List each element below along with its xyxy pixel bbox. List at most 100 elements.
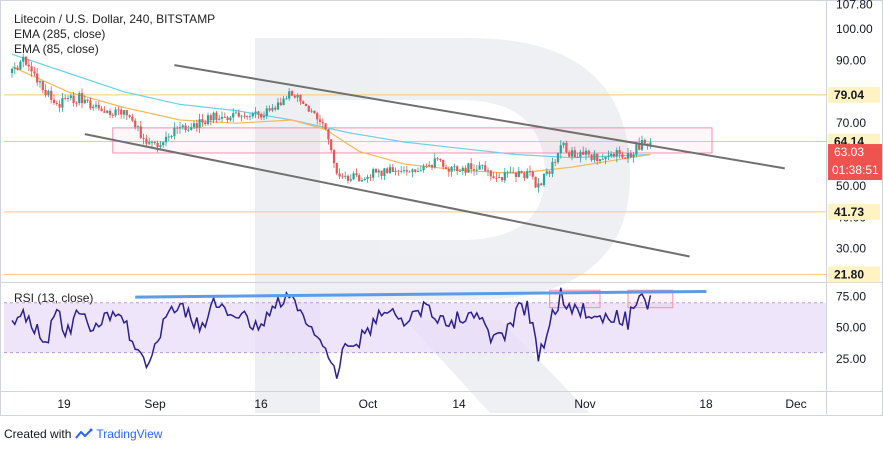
price-axis-tick-label: 30.00 <box>836 242 866 256</box>
candle-body <box>433 158 436 168</box>
rsi-trend-line <box>135 289 707 299</box>
candle-body <box>302 101 305 104</box>
candle-body <box>576 157 579 159</box>
candle-body <box>97 104 100 109</box>
candle-body <box>562 142 565 146</box>
candle-body <box>24 56 28 65</box>
candle-body <box>251 113 254 117</box>
candle-body <box>195 123 198 128</box>
candle-body <box>596 153 599 162</box>
candle-body <box>293 95 296 98</box>
candle-body <box>80 93 84 104</box>
candle-body <box>391 167 394 172</box>
candle-body <box>369 176 372 178</box>
candle-body <box>604 156 607 160</box>
candle-body <box>447 168 450 172</box>
candle-body <box>262 115 266 118</box>
candle-body <box>153 142 156 143</box>
candle-body <box>218 118 221 120</box>
candle-body <box>111 114 114 116</box>
time-axis-tick-label: Dec <box>785 397 806 411</box>
rsi-axis-tick-label: 25.00 <box>836 352 866 366</box>
candle-body <box>332 150 336 164</box>
candle-body <box>475 169 478 171</box>
candle-body <box>204 122 207 125</box>
candle-body <box>551 161 554 174</box>
candle-body <box>274 107 277 110</box>
watermark-bowl <box>320 38 630 300</box>
level-label-bg <box>828 86 880 103</box>
candle-body <box>481 165 484 166</box>
candle-body <box>136 126 140 128</box>
candle-body <box>148 142 151 144</box>
candle-body <box>416 171 420 172</box>
candle-body <box>192 123 196 128</box>
candle-body <box>531 171 534 177</box>
ema-long-legend: EMA (285, close) <box>14 27 106 41</box>
tradingview-logo-icon <box>75 428 93 439</box>
candle-body <box>352 173 355 180</box>
candle-body <box>624 157 627 159</box>
candle-body <box>220 116 224 119</box>
candle-body <box>75 102 78 104</box>
candle-body <box>467 163 470 173</box>
candle-body <box>366 176 369 180</box>
candle-body <box>436 158 439 160</box>
candle-body <box>120 109 123 115</box>
candle-body <box>632 154 635 158</box>
level-label: 21.80 <box>834 267 864 281</box>
time-axis-tick-label: Oct <box>359 397 378 411</box>
candle-body <box>313 110 316 114</box>
candle-body <box>453 166 456 168</box>
candle-body <box>598 159 602 162</box>
candle-body <box>108 110 112 115</box>
candle-body <box>649 142 652 145</box>
rsi-line <box>11 287 652 379</box>
candle-body <box>276 102 280 110</box>
candle-body <box>646 143 649 145</box>
candle-body <box>512 171 515 173</box>
candle-body <box>285 98 288 100</box>
tradingview-link[interactable]: TradingView <box>75 427 162 441</box>
candle-body <box>114 109 117 116</box>
candle-body <box>50 90 53 100</box>
candle-body <box>184 125 187 131</box>
candle-body <box>27 64 30 67</box>
candle-body <box>89 100 92 109</box>
candle-body <box>327 129 330 140</box>
candle-body <box>517 170 520 177</box>
candle-body <box>383 168 386 176</box>
price-axis-tick-label: 70.00 <box>836 116 866 130</box>
candle-body <box>629 153 632 158</box>
candle-body <box>181 125 184 128</box>
candle-body <box>36 73 39 83</box>
candle-body <box>38 81 42 83</box>
candle-body <box>316 113 319 120</box>
candle-body <box>528 170 532 172</box>
candle-body <box>419 170 422 172</box>
candle-body <box>232 113 235 118</box>
candle-body <box>486 170 490 172</box>
candle-body <box>559 145 562 154</box>
candle-body <box>288 91 291 99</box>
candle-body <box>584 150 588 155</box>
watermark-stem <box>255 38 320 413</box>
candle-body <box>321 121 324 124</box>
candle-body <box>134 120 137 128</box>
candle-body <box>304 103 308 107</box>
candle-body <box>355 173 358 176</box>
candle-body <box>201 119 204 123</box>
candle-body <box>526 170 529 179</box>
candle-body <box>30 66 33 72</box>
candle-body <box>254 111 257 114</box>
channel-lower-line <box>84 133 690 258</box>
candle-body <box>643 139 646 144</box>
candle-body <box>402 170 406 172</box>
candle-body <box>279 102 282 106</box>
footer: Created with TradingView <box>4 427 162 441</box>
price-axis-tick-label: 100.00 <box>836 22 873 36</box>
candle-body <box>260 113 263 118</box>
candle-body <box>568 152 571 157</box>
candle-body <box>358 175 361 182</box>
